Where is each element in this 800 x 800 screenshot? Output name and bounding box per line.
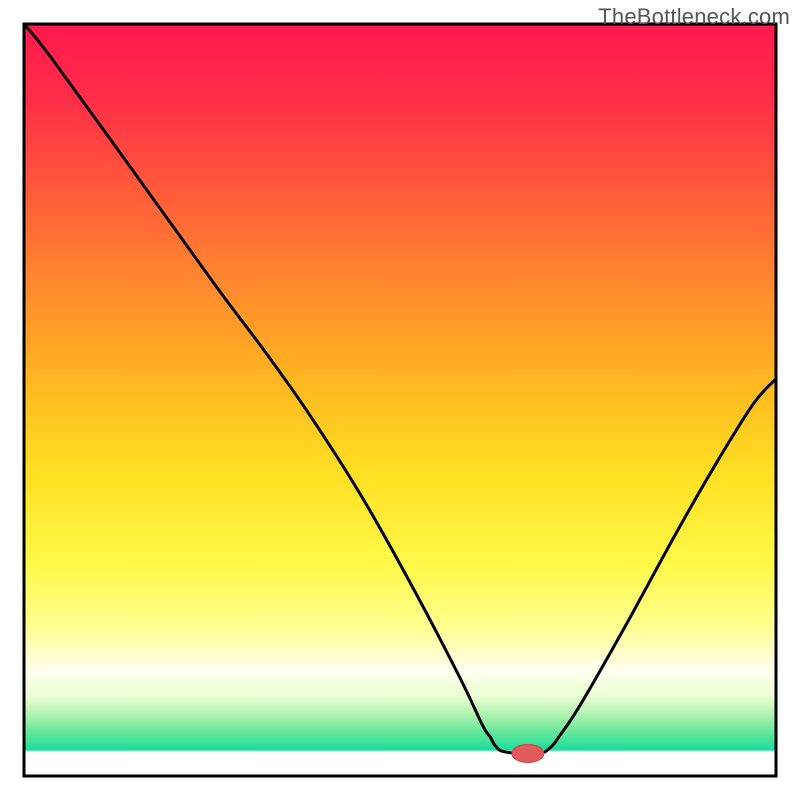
chart-root: TheBottleneck.com	[0, 0, 800, 800]
watermark-text: TheBottleneck.com	[598, 4, 790, 30]
plot-background	[24, 24, 776, 776]
optimal-marker	[512, 744, 544, 762]
bottleneck-chart	[0, 0, 800, 800]
